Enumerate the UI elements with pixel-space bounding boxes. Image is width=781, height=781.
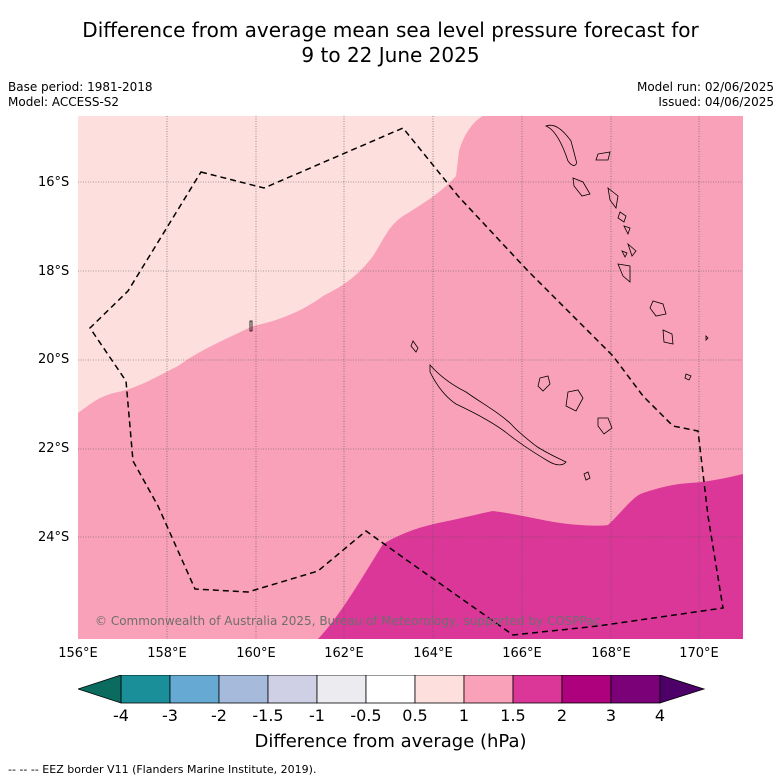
issued-date: Issued: 04/06/2025 [658, 95, 774, 109]
colorbar-segment [463, 675, 514, 704]
colorbar-tick: 2 [556, 706, 568, 725]
colorbar-segment [414, 675, 465, 704]
base-period: Base period: 1981-2018 [8, 80, 153, 94]
pressure-anomaly-map: © Commonwealth of Australia 2025, Bureau… [78, 116, 743, 639]
model-run: Model run: 02/06/2025 [636, 80, 774, 94]
meta-left: Base period: 1981-2018 Model: ACCESS-S2 [8, 80, 153, 110]
lon-label-156e: 156°E [58, 646, 98, 661]
colorbar-tick: 0.5 [402, 706, 428, 725]
new-caledonia-outline [249, 320, 613, 481]
colorbar-segment [365, 675, 416, 704]
colorbar-under-arrow [78, 675, 122, 704]
colorbar-tick: -3 [162, 706, 178, 725]
colorbar-segment [169, 675, 220, 704]
lon-label-158e: 158°E [147, 646, 187, 661]
lat-label-18s: 18°S [38, 264, 70, 279]
meta-right: Model run: 02/06/2025 Issued: 04/06/2025 [637, 80, 774, 110]
lat-label-24s: 24°S [38, 530, 70, 545]
colorbar [78, 675, 706, 704]
colorbar-tick: -1.5 [252, 706, 284, 725]
band-0.5-to-1 [78, 116, 483, 413]
lon-label-160e: 160°E [236, 646, 276, 661]
colorbar-label: Difference from average (hPa) [254, 731, 527, 752]
colorbar-over-arrow [659, 675, 706, 704]
colorbar-tick: 3 [605, 706, 617, 725]
colorbar-segment [561, 675, 612, 704]
colorbar-tick: -0.5 [350, 706, 382, 725]
title-line-2: 9 to 22 June 2025 [301, 43, 480, 67]
lat-label-20s: 20°S [38, 352, 70, 367]
colorbar-tick: 1.5 [500, 706, 526, 725]
lon-label-170e: 170°E [679, 646, 719, 661]
colorbar-segment [512, 675, 563, 704]
lat-label-22s: 22°S [38, 441, 70, 456]
colorbar-tick: -2 [211, 706, 227, 725]
model-name: Model: ACCESS-S2 [8, 95, 120, 109]
vanuatu-outline [544, 124, 709, 381]
lat-label-16s: 16°S [38, 175, 70, 190]
colorbar-segment [267, 675, 318, 704]
colorbar-tick: 1 [458, 706, 470, 725]
colorbar-segment [610, 675, 661, 704]
colorbar-segments [120, 675, 661, 704]
band-1.5-to-2 [318, 474, 743, 639]
lon-label-164e: 164°E [413, 646, 453, 661]
title-line-1: Difference from average mean sea level p… [82, 18, 699, 42]
colorbar-tick: 4 [654, 706, 666, 725]
map-title: Difference from average mean sea level p… [0, 18, 781, 68]
copyright-text: © Commonwealth of Australia 2025, Bureau… [95, 614, 600, 628]
lon-label-166e: 166°E [502, 646, 542, 661]
eez-legend: -- -- -- EEZ border V11 (Flanders Marine… [8, 763, 317, 776]
colorbar-tick: -1 [309, 706, 325, 725]
colorbar-segment [218, 675, 269, 704]
lon-label-168e: 168°E [591, 646, 631, 661]
graticule [78, 116, 743, 639]
lon-label-162e: 162°E [324, 646, 364, 661]
colorbar-tick: -4 [113, 706, 129, 725]
colorbar-segment [316, 675, 367, 704]
colorbar-segment [120, 675, 171, 704]
